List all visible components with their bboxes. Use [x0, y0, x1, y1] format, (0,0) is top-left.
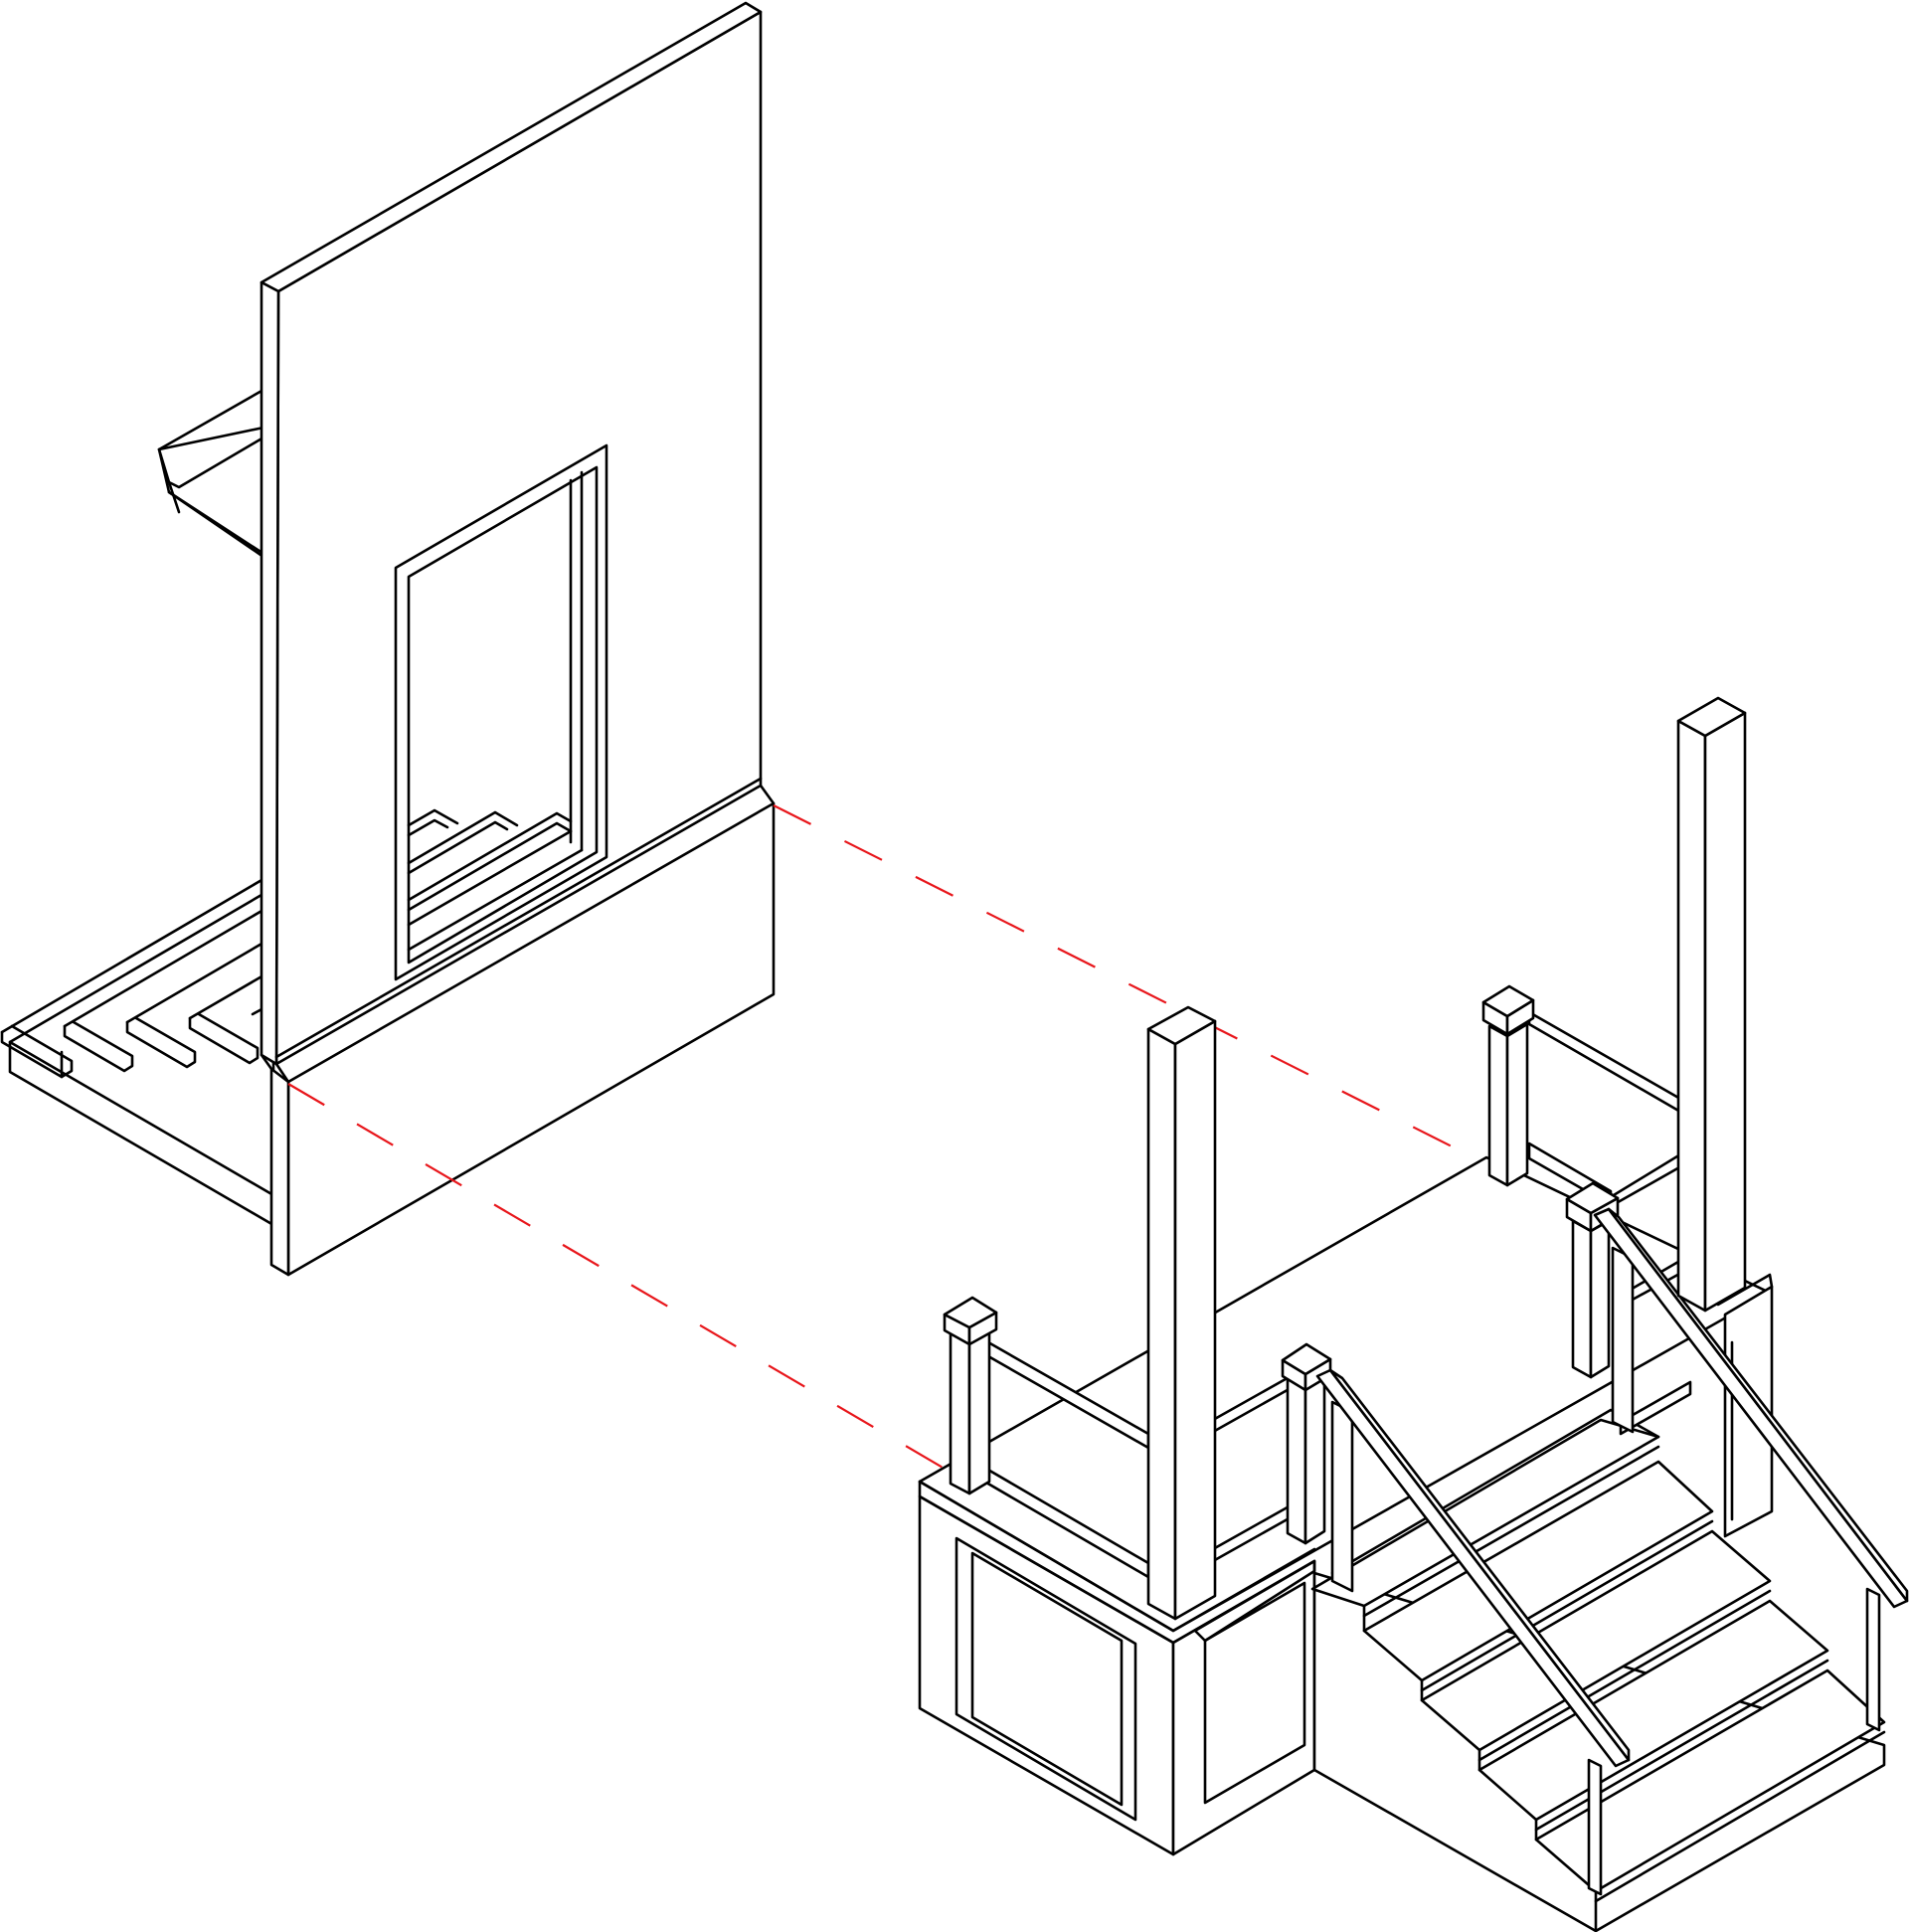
wall-side-edge — [260, 280, 280, 1066]
newel-cap-back — [1481, 984, 1535, 1018]
stair-tread-4 — [1477, 1599, 1829, 1822]
eave-projection — [157, 388, 270, 559]
upper-guide-line — [773, 804, 1482, 1162]
stair-tread-3 — [1420, 1529, 1772, 1752]
lower-guide-line — [287, 1083, 951, 1473]
porch-railings — [943, 984, 1909, 1896]
stair-tread-2 — [1362, 1460, 1714, 1682]
newel-post-left — [949, 1328, 971, 1495]
porch-posts — [1146, 696, 1747, 1621]
newel-cap-left — [943, 1296, 998, 1329]
tall-post-front-left — [1146, 1027, 1177, 1621]
right-step-rail — [1619, 1380, 1692, 1436]
alignment-guides — [287, 804, 1482, 1473]
newel-post-back — [1487, 1024, 1509, 1187]
stair-newel-right — [1571, 1219, 1593, 1379]
porch-front-stairs — [1310, 1408, 1886, 1932]
stair-newel-left — [1286, 1372, 1307, 1545]
wall-foundation-edge — [269, 1067, 290, 1277]
stair-newel-cap-left — [1281, 1342, 1332, 1376]
rear-stair-side — [8, 886, 275, 1227]
back-top-rail — [1527, 1010, 1682, 1114]
stair-tread-5 — [1534, 1669, 1886, 1893]
stair-newel-cap-right — [1565, 1181, 1620, 1215]
wall-window-opening — [394, 443, 608, 981]
rear-stair-flight — [0, 877, 275, 1227]
tall-post-back-right — [1676, 719, 1707, 1313]
